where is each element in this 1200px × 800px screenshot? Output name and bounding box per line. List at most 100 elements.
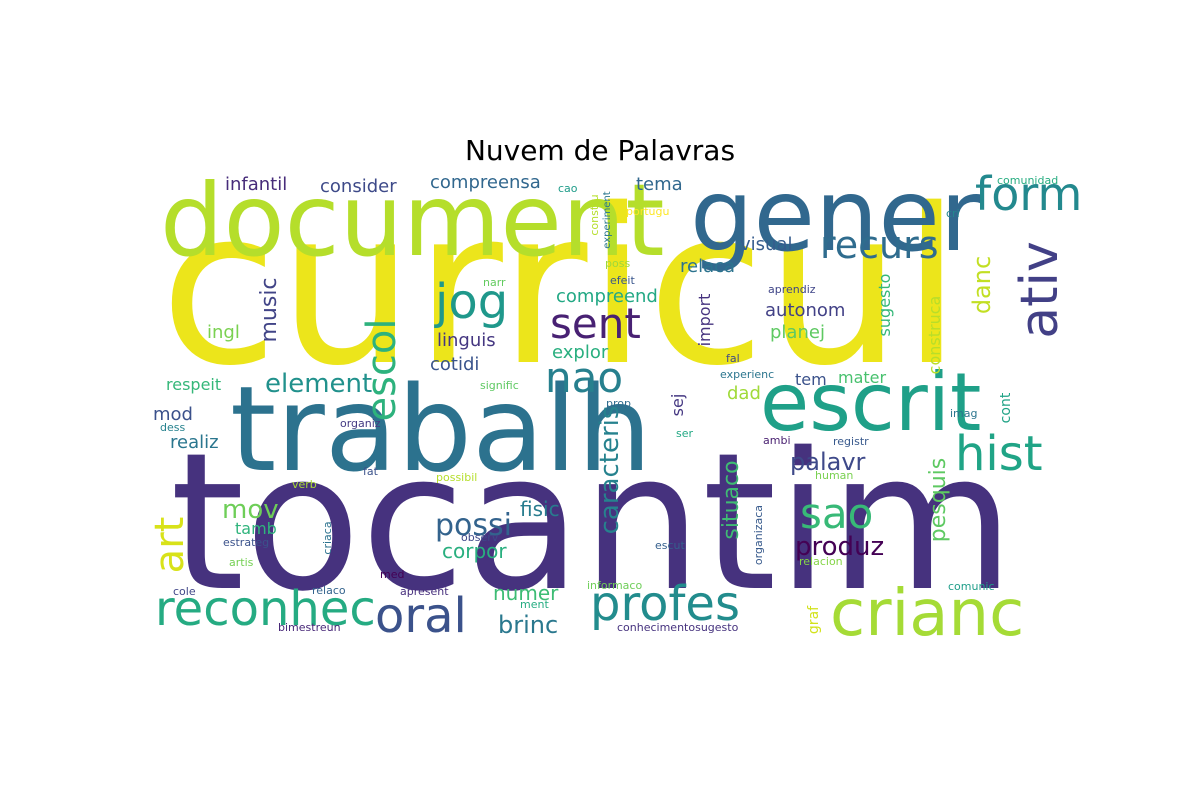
word-tamb: tamb [235,519,277,538]
word-situaco: situaco [719,460,744,539]
word-prop: prop [606,397,631,410]
word-palavr: palavr [790,448,866,476]
word-aprendiz: aprendiz [768,283,816,296]
word-constru: constru [588,194,601,235]
word-construca: construca [925,296,944,375]
word-cotidi: cotidi [430,354,479,375]
word-art: art [147,517,193,574]
word-ingl: ingl [207,322,240,343]
word-reconhec: reconhec [155,581,376,637]
word-fisic: fisic [520,497,560,521]
word-poss: poss [605,257,630,270]
word-human: human [815,469,853,482]
word-organiz: organiz [340,417,381,430]
word-criaca: criaca [321,521,334,554]
word-estrateg: estrateg [223,536,269,549]
word-possi: possi [435,508,512,543]
word-observ: observ [461,531,499,544]
chart-title: Nuvem de Palavras [464,134,736,167]
word-signific: signific [480,379,519,392]
word-compreend: compreend [556,286,658,307]
word-possibil: possibil [436,471,477,484]
word-jog: jog [434,274,508,330]
word-recurs: recurs [820,223,939,267]
word-imag: imag [950,407,978,420]
word-pesquis: pesquis [926,458,951,542]
word-profes: profes [590,576,740,632]
word-curricul: curricul [160,162,961,413]
word-narr: narr [483,276,506,289]
word-med: med [380,568,404,581]
word-efeit: efeit [610,274,635,287]
word-nao: nao [545,353,623,402]
word-realiz: realiz [170,432,219,453]
word-tocantim: tocantim [170,412,1014,633]
word-mov: mov [222,495,279,525]
word-conhecimentosugesto: conhecimentosugesto [617,621,739,634]
word-dad: dad [727,383,761,404]
word-relacion: relacion [799,555,843,568]
word-caracteris: caracteris [595,406,625,535]
word-respeit: respeit [166,375,221,394]
word-escrit: escrit [760,356,981,449]
word-danc: danc [968,256,996,314]
word-comunidad: comunidad [997,174,1058,187]
word-relaco: relaco [312,584,346,597]
word-graf: graf [806,605,822,634]
word-sugesto: sugesto [875,274,894,337]
word-cri: cri [946,207,960,220]
word-fat: fat [363,465,379,478]
word-form: form [975,167,1082,221]
word-ativ: ativ [1010,241,1070,338]
word-gener: gener [690,157,982,274]
word-brinc: brinc [498,611,558,639]
word-informaco: informaco [587,579,642,592]
word-verb: verb [292,478,317,491]
word-import: import [695,294,714,347]
word-music: music [257,277,282,342]
word-organizaca: organizaca [752,505,765,565]
word-ambi: ambi [763,434,791,447]
word-trabalh: trabalh [230,360,652,498]
word-compreensa: compreensa [430,172,541,193]
word-experiment: experiment [602,191,613,249]
word-sent: sent [550,299,641,348]
word-tem: tem [795,370,827,389]
word-autonom: autonom [765,300,845,321]
word-document: document [160,162,665,279]
word-element: element [265,369,372,399]
word-fal: fal [726,352,740,365]
word-portugu: portugu [626,205,669,218]
word-produz: produz [795,532,884,562]
word-sej: sej [668,394,687,417]
word-consider: consider [320,176,397,197]
word-escol: escol [359,318,405,421]
word-comunic: comunic [948,580,995,593]
word-mod: mod [153,404,193,425]
word-oral: oral [375,588,467,644]
word-apresent: apresent [400,585,449,598]
word-cao: cao [558,182,578,195]
word-ser: ser [676,427,693,440]
word-visual: visual [740,234,792,255]
word-relaca: relaca [680,256,735,277]
word-cont: cont [998,392,1014,423]
word-crianc: crianc [830,577,1024,651]
word-mater: mater [838,368,887,387]
word-planej: planej [770,322,825,343]
word-dess: dess [160,421,185,434]
word-escut: escut [655,539,686,552]
word-explor: explor [552,342,609,363]
word-tema: tema [636,174,683,195]
word-corpor: corpor [442,539,507,563]
word-sao: sao [800,489,873,538]
word-hist: hist [955,426,1043,482]
word-ment: ment [520,598,549,611]
word-cole: cole [173,585,196,598]
word-infantil: infantil [225,174,287,195]
word-experienc: experienc [720,368,774,381]
word-artis: artis [229,556,254,569]
word-numer: numer [493,581,559,605]
word-linguis: linguis [437,330,496,351]
